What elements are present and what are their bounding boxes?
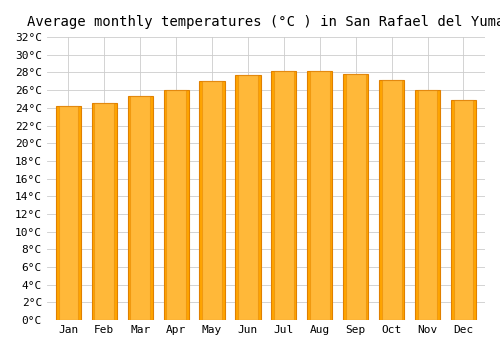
Title: Average monthly temperatures (°C ) in San Rafael del Yuma: Average monthly temperatures (°C ) in Sa…	[27, 15, 500, 29]
Bar	[200, 81, 224, 320]
Bar	[346, 74, 366, 320]
Bar	[56, 106, 81, 320]
Bar	[274, 71, 294, 320]
Bar	[94, 104, 114, 320]
Bar	[272, 71, 296, 320]
Bar	[128, 96, 153, 320]
Bar	[310, 71, 330, 320]
Bar	[164, 90, 188, 320]
Bar	[236, 75, 260, 320]
Bar	[454, 100, 473, 320]
Bar	[166, 90, 186, 320]
Bar	[343, 74, 368, 320]
Bar	[202, 81, 222, 320]
Bar	[238, 75, 258, 320]
Bar	[58, 106, 78, 320]
Bar	[130, 96, 150, 320]
Bar	[382, 80, 402, 320]
Bar	[92, 104, 117, 320]
Bar	[418, 90, 438, 320]
Bar	[307, 71, 332, 320]
Bar	[379, 80, 404, 320]
Bar	[415, 90, 440, 320]
Bar	[451, 100, 476, 320]
